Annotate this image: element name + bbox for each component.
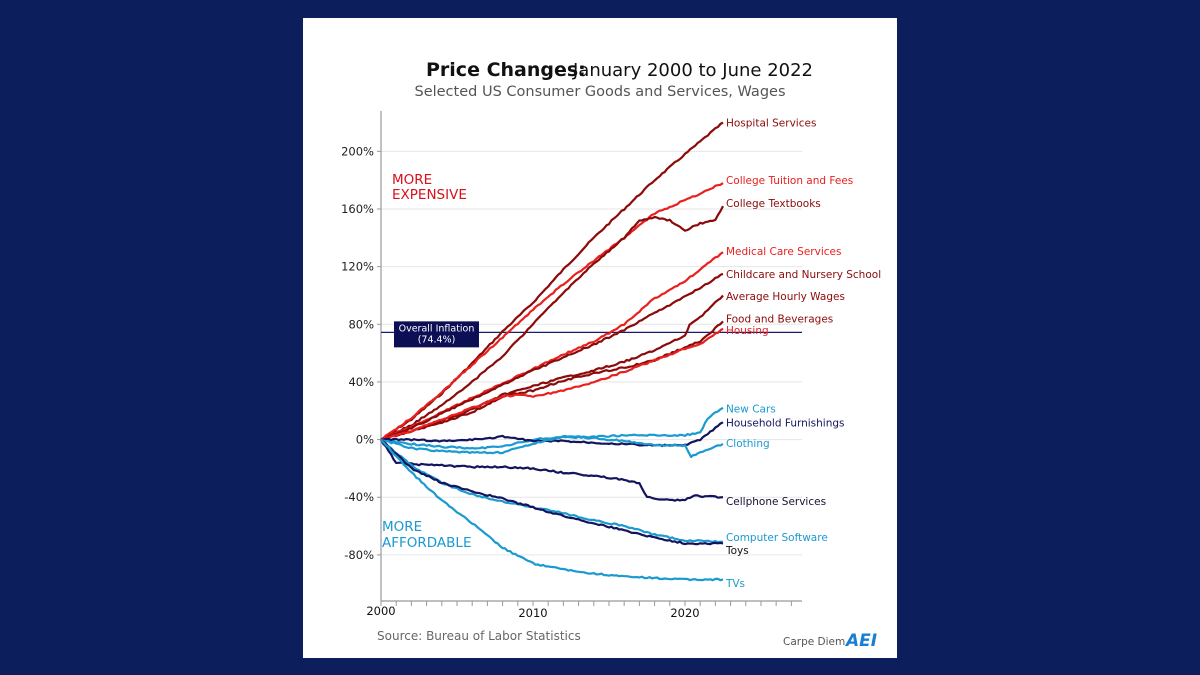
series-label-household-furnishings: Household Furnishings [726, 417, 845, 429]
chart: Price Changes: January 2000 to June 2022… [341, 59, 881, 651]
series-label-medical-care-services: Medical Care Services [726, 246, 842, 258]
inflation-label-line1: Overall Inflation [399, 323, 475, 334]
chart-subtitle: Selected US Consumer Goods and Services,… [414, 84, 785, 100]
series-line-food-and-beverages [380, 320, 724, 441]
more-affordable-label-line2: AFFORDABLE [382, 535, 471, 551]
series-label-clothing: Clothing [726, 438, 770, 450]
grid-lines [381, 150, 802, 556]
y-tick-label: 0% [356, 433, 374, 447]
aei-logo-icon: AEI [844, 631, 877, 651]
series-line-childcare-and-nursery-school [380, 272, 724, 441]
series-label-tvs: TVs [725, 578, 745, 590]
series-label-new-cars: New Cars [726, 404, 776, 416]
series-label-college-tuition-and-fees: College Tuition and Fees [726, 175, 853, 187]
y-tick-label: -80% [344, 548, 374, 562]
series-label-cellphone-services: Cellphone Services [726, 496, 826, 508]
more-affordable-label-line1: MORE [382, 519, 422, 535]
y-tick-labels: -80% -40% 0% 40% 80% 120% 160% 200% [341, 144, 374, 562]
series-lines [380, 121, 724, 582]
inflation-label-box: Overall Inflation (74.4%) [394, 321, 479, 348]
series-label-average-hourly-wages: Average Hourly Wages [726, 291, 845, 303]
x-tick-label: 2000 [366, 604, 395, 618]
x-tick-label: 2020 [670, 606, 699, 620]
series-line-clothing [380, 435, 724, 459]
y-tick-label: -40% [344, 490, 374, 504]
series-line-housing [380, 327, 724, 441]
series-line-college-textbooks [380, 205, 724, 441]
series-label-food-and-beverages: Food and Beverages [726, 314, 833, 326]
series-label-college-textbooks: College Textbooks [726, 198, 821, 210]
series-label-computer-software: Computer Software [726, 532, 828, 544]
y-tick-label: 120% [341, 260, 374, 274]
more-expensive-label-line1: MORE [392, 172, 432, 188]
y-tick-label: 200% [341, 144, 374, 158]
series-label-childcare-and-nursery-school: Childcare and Nursery School [726, 269, 881, 281]
series-label-toys: Toys [725, 545, 749, 557]
brand-text: Carpe Diem [783, 636, 845, 648]
x-tick-label: 2010 [518, 606, 547, 620]
inflation-label-line2: (74.4%) [418, 334, 456, 345]
y-tick-label: 160% [341, 202, 374, 216]
series-label-housing: Housing [726, 325, 769, 337]
axes [377, 111, 802, 606]
series-line-new-cars [381, 406, 724, 450]
series-label-hospital-services: Hospital Services [726, 118, 816, 130]
series-line-college-tuition-and-fees [380, 182, 724, 441]
inflation-box-bg [394, 321, 479, 348]
y-tick-label: 80% [348, 317, 374, 331]
more-expensive-label-line2: EXPENSIVE [392, 187, 467, 203]
series-line-tvs [380, 438, 724, 582]
chart-title-rest: January 2000 to June 2022 [572, 60, 813, 81]
series-line-toys [380, 438, 724, 546]
source-note: Source: Bureau of Labor Statistics [377, 629, 581, 643]
y-tick-label: 40% [348, 375, 374, 389]
aei-logo-text: AEI [844, 631, 877, 651]
series-line-cellphone-services [380, 439, 724, 502]
series-end-labels: Hospital Services College Tuition and Fee… [725, 118, 881, 590]
chart-title-bold: Price Changes: [426, 59, 586, 81]
x-tick-labels: 2000 2010 2020 [366, 604, 699, 620]
chart-card: Price Changes: January 2000 to June 2022… [303, 18, 897, 658]
